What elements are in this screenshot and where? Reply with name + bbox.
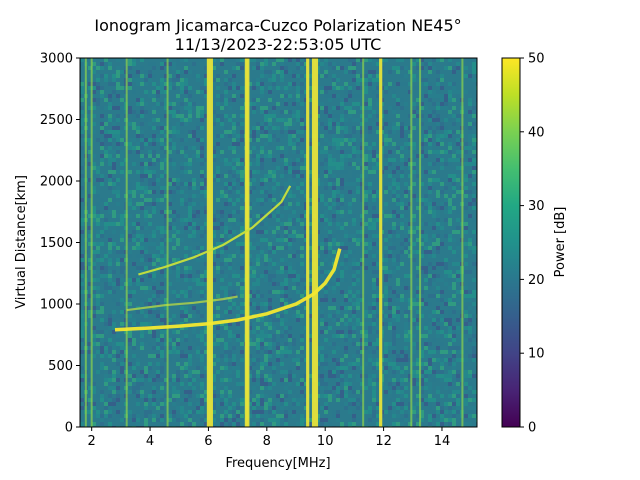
interference-bands [84,58,464,427]
y-tick-label: 500 [48,359,73,374]
y-tick-label: 3000 [40,52,73,67]
interference-band [461,58,464,427]
interference-band [314,58,319,427]
colorbar-tick-label: 20 [528,273,545,288]
interference-band [246,58,250,427]
x-tick-label: 14 [434,434,451,449]
x-tick-label: 4 [146,434,154,449]
heatmap-area [80,58,477,427]
interference-band [410,58,413,427]
y-axis-ticks: 0 500 1000 1500 2000 2500 3000 [40,52,80,436]
echo-traces [114,185,342,332]
colorbar [501,57,521,428]
interference-band [362,58,365,427]
y-tick-label: 1500 [40,236,73,251]
y-axis-label: Virtual Distance[km] [14,175,29,309]
x-tick-label: 8 [263,434,271,449]
colorbar-label: Power [dB] [553,207,568,278]
colorbar-tick-label: 0 [528,421,536,436]
x-axis-label: Frequency[MHz] [225,456,330,471]
interference-band [166,58,169,427]
echo-trace [114,248,342,332]
colorbar-tick-label: 10 [528,347,545,362]
x-axis-ticks: 2 4 6 8 10 12 14 [88,427,451,449]
colorbar-tick-label: 30 [528,199,545,214]
interference-band [125,58,128,427]
interference-band [206,58,211,427]
x-tick-label: 6 [204,434,212,449]
y-tick-label: 0 [65,421,73,436]
interference-band [209,58,213,427]
heatmap-noise [80,58,477,427]
chart-subtitle: 11/13/2023-22:53:05 UTC [175,35,382,54]
interference-band [311,58,316,427]
x-tick-label: 12 [375,434,392,449]
interference-band [379,58,383,427]
y-tick-label: 1000 [40,298,73,313]
colorbar-ticks: 0 10 20 30 40 50 [520,52,545,436]
interference-band [84,58,87,427]
interference-band [306,58,310,427]
colorbar-tick-label: 50 [528,52,545,67]
chart-title: Ionogram Jicamarca-Cuzco Polarization NE… [94,16,461,35]
interference-band [90,58,93,427]
y-tick-label: 2500 [40,113,73,128]
echo-trace [138,185,292,276]
interference-band [419,58,422,427]
echo-trace [126,295,238,312]
x-tick-label: 10 [317,434,334,449]
x-tick-label: 2 [88,434,96,449]
y-tick-label: 2000 [40,175,73,190]
colorbar-tick-label: 40 [528,125,545,140]
